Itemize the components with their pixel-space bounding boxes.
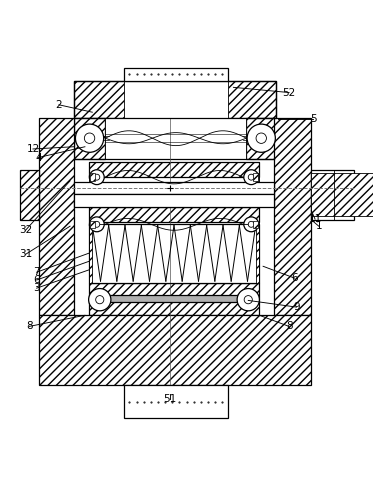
Circle shape <box>85 133 95 143</box>
Circle shape <box>237 288 260 311</box>
Circle shape <box>76 124 104 152</box>
Circle shape <box>247 124 275 152</box>
Circle shape <box>248 222 254 227</box>
Bar <box>246 118 276 159</box>
Bar <box>74 194 274 207</box>
Text: 51: 51 <box>164 394 177 404</box>
Bar <box>39 315 312 385</box>
Text: 9: 9 <box>293 302 300 312</box>
Polygon shape <box>250 173 260 181</box>
Bar <box>89 283 260 315</box>
Bar <box>89 207 260 222</box>
Circle shape <box>94 222 100 227</box>
Polygon shape <box>89 173 98 181</box>
Bar <box>89 224 260 283</box>
Bar <box>20 170 39 220</box>
Text: 6: 6 <box>33 275 40 285</box>
Bar <box>124 81 228 118</box>
Text: 52: 52 <box>282 87 296 98</box>
Circle shape <box>256 133 266 143</box>
Bar <box>74 182 274 194</box>
Circle shape <box>244 217 259 232</box>
Bar <box>312 173 374 216</box>
Text: 32: 32 <box>19 225 32 235</box>
Bar <box>74 118 105 159</box>
Bar <box>102 295 246 303</box>
Circle shape <box>94 174 100 180</box>
Bar <box>256 224 260 283</box>
Text: 11: 11 <box>309 214 322 224</box>
Circle shape <box>244 296 252 304</box>
Text: 7: 7 <box>33 267 40 277</box>
Bar <box>74 81 276 118</box>
Text: 4: 4 <box>35 153 42 163</box>
Bar <box>39 118 74 315</box>
Bar <box>89 224 92 283</box>
Text: 6: 6 <box>291 273 298 283</box>
Text: 3: 3 <box>33 283 40 293</box>
Bar <box>91 173 95 181</box>
Circle shape <box>89 217 104 232</box>
Bar <box>124 68 228 81</box>
Text: 8: 8 <box>286 322 292 331</box>
Circle shape <box>244 170 259 184</box>
Text: 12: 12 <box>26 144 40 154</box>
Bar <box>274 118 312 315</box>
Text: 31: 31 <box>19 249 32 260</box>
Bar <box>89 163 260 177</box>
Bar <box>253 221 258 228</box>
Circle shape <box>248 174 254 180</box>
Text: 5: 5 <box>310 114 316 123</box>
Bar <box>91 221 95 228</box>
Bar <box>253 173 258 181</box>
Text: 2: 2 <box>56 100 62 110</box>
Circle shape <box>89 170 104 184</box>
Bar <box>124 385 228 419</box>
Circle shape <box>96 296 104 304</box>
Bar <box>74 81 276 118</box>
Bar <box>105 118 246 159</box>
Text: 8: 8 <box>26 322 33 331</box>
Text: 1: 1 <box>316 221 322 231</box>
Circle shape <box>89 288 111 311</box>
Bar <box>312 170 354 220</box>
